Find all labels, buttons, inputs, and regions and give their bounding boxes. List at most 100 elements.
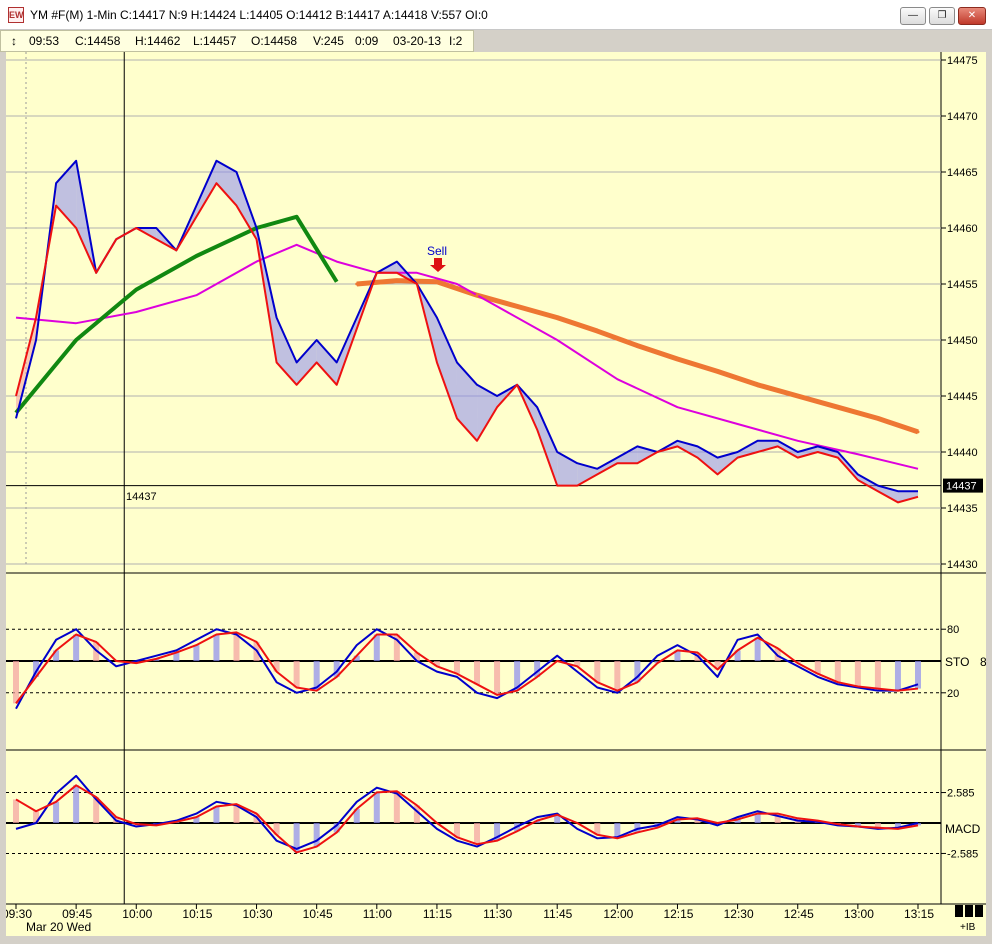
red-price-line <box>15 182 919 504</box>
minimize-icon[interactable]: — <box>900 7 926 25</box>
close-icon[interactable]: ✕ <box>958 7 986 25</box>
macd-red-line <box>15 784 919 854</box>
orange-ma-point <box>635 344 639 348</box>
price-band-segment <box>717 452 738 475</box>
orange-ma-point <box>515 304 519 308</box>
price-band-segment <box>296 340 317 385</box>
macd-tick-label: 2.585 <box>947 788 975 800</box>
time-tick-label: 10:45 <box>303 907 333 921</box>
price-band-segment <box>216 160 237 206</box>
macd-tick-label: -2.585 <box>947 848 978 860</box>
data-window-bar: ↕ 09:53 C:14458 H:14462 L:14457 O:14458 … <box>0 30 474 52</box>
orange-ma-point <box>756 383 760 387</box>
orange-ma-point <box>555 316 559 320</box>
time-tick-label: 12:45 <box>784 907 814 921</box>
orange-ma-point <box>876 416 880 420</box>
time-tick-label: 12:15 <box>663 907 693 921</box>
sell-arrow-icon <box>430 258 446 272</box>
window-buttons: — ❐ ✕ <box>900 7 986 25</box>
scroll-buttons[interactable] <box>955 905 985 917</box>
sto-label: STO <box>945 655 969 669</box>
ib-label: +IB <box>960 922 976 933</box>
macd-label: MACD <box>945 822 981 836</box>
cursor-price-label: 14437 <box>126 491 157 503</box>
price-tick-label: 14465 <box>947 167 978 179</box>
orange-ma-point <box>475 293 479 297</box>
time-tick-label: 10:00 <box>122 907 152 921</box>
time-tick-label: 09:45 <box>62 907 92 921</box>
annotation-layer: Sell 14437 STO 8 MACD Mar 20 Wed <box>26 244 986 934</box>
info-high: H:14462 <box>135 34 181 48</box>
price-band-segment <box>456 362 478 441</box>
price-band-segment <box>617 446 638 464</box>
price-tick-label: 14475 <box>947 55 978 67</box>
info-volume: V:245 <box>313 34 344 48</box>
price-band-segment <box>877 485 898 503</box>
chart-svg[interactable]: 14475 14470 14465 14460 14455 14450 14445 14440… <box>6 52 986 936</box>
orange-ma-point <box>595 329 599 333</box>
chart-area[interactable]: 14475 14470 14465 14460 14455 14450 14445 14440… <box>6 52 986 936</box>
stochastic-red-line <box>15 631 919 705</box>
scroll-mid-icon[interactable] <box>965 905 973 917</box>
series-layer <box>13 159 921 854</box>
price-band-segment <box>376 261 397 273</box>
time-tick-label: 09:30 <box>6 907 32 921</box>
price-tick-label: 14450 <box>947 335 978 347</box>
info-interval: I:2 <box>449 34 463 48</box>
scroll-right-icon[interactable] <box>975 905 983 917</box>
time-tick-label: 11:00 <box>363 907 392 921</box>
price-band-segment <box>577 463 598 486</box>
price-band-segment <box>196 160 217 217</box>
price-band-segment <box>436 317 457 419</box>
price-band-segment <box>276 317 297 385</box>
info-open: O:14458 <box>251 34 298 48</box>
price-band-segment <box>316 340 337 385</box>
time-tick-label: 11:15 <box>423 907 452 921</box>
move-handle-icon[interactable]: ↕ <box>11 34 17 48</box>
green-ma-line <box>14 214 339 415</box>
price-tick-label: 14430 <box>947 559 978 571</box>
time-tick-label: 10:30 <box>243 907 273 921</box>
info-close: C:14458 <box>75 34 121 48</box>
magenta-ma-line <box>15 243 919 470</box>
info-time: 09:53 <box>29 34 60 48</box>
time-tick-label: 11:45 <box>543 907 572 921</box>
time-tick-label: 13:00 <box>844 907 874 921</box>
price-band-segment <box>477 384 498 441</box>
price-band-segment <box>897 491 918 503</box>
time-tick-label: 13:15 <box>904 907 934 921</box>
orange-ma-point <box>836 405 840 409</box>
time-tick-label: 12:30 <box>724 907 754 921</box>
price-tick-label: 14435 <box>947 503 978 515</box>
blue-price-line <box>15 159 918 493</box>
scroll-left-icon[interactable] <box>955 905 963 917</box>
window-title: YM #F(M) 1-Min C:14417 N:9 H:14424 L:144… <box>30 7 488 22</box>
orange-ma-point <box>796 394 800 398</box>
orange-ma-point <box>395 279 399 283</box>
price-band-segment <box>597 457 618 475</box>
current-price-label: 14437 <box>946 481 977 493</box>
stochastic-tick-label: 80 <box>947 624 959 636</box>
info-low: L:14457 <box>193 34 237 48</box>
price-tick-label: 14440 <box>947 447 978 459</box>
price-tick-label: 14445 <box>947 391 978 403</box>
info-elapsed: 0:09 <box>355 34 379 48</box>
time-tick-label: 12:00 <box>603 907 633 921</box>
price-band-segment <box>537 407 558 486</box>
price-band-segment <box>757 440 778 452</box>
orange-ma-point <box>675 357 679 361</box>
price-band-segment <box>817 446 838 458</box>
price-tick-label: 14470 <box>947 111 978 123</box>
title-bar: EW YM #F(M) 1-Min C:14417 N:9 H:14424 L:… <box>0 0 992 30</box>
current-price-marker <box>943 478 983 493</box>
restore-icon[interactable]: ❐ <box>929 7 955 25</box>
price-band-segment <box>857 474 878 492</box>
price-band-segment <box>16 317 37 419</box>
axis-layer: 14475 14470 14465 14460 14455 14450 14445 14440… <box>6 55 983 921</box>
price-band-segment <box>777 440 798 458</box>
orange-ma-point <box>355 282 359 286</box>
price-band-segment <box>797 446 818 458</box>
app-icon: EW <box>8 6 24 23</box>
orange-ma-point <box>716 369 720 373</box>
stochastic-tick-label: 20 <box>947 688 959 700</box>
